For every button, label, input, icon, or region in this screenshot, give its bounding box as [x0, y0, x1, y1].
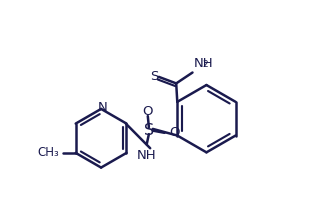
- Text: S: S: [150, 70, 158, 83]
- Text: NH: NH: [137, 149, 156, 162]
- Text: S: S: [144, 123, 154, 138]
- Text: NH: NH: [194, 57, 213, 70]
- Text: 2: 2: [202, 60, 208, 69]
- Text: N: N: [97, 101, 107, 114]
- Text: O: O: [170, 126, 180, 139]
- Text: CH₃: CH₃: [38, 146, 59, 160]
- Text: O: O: [142, 105, 153, 118]
